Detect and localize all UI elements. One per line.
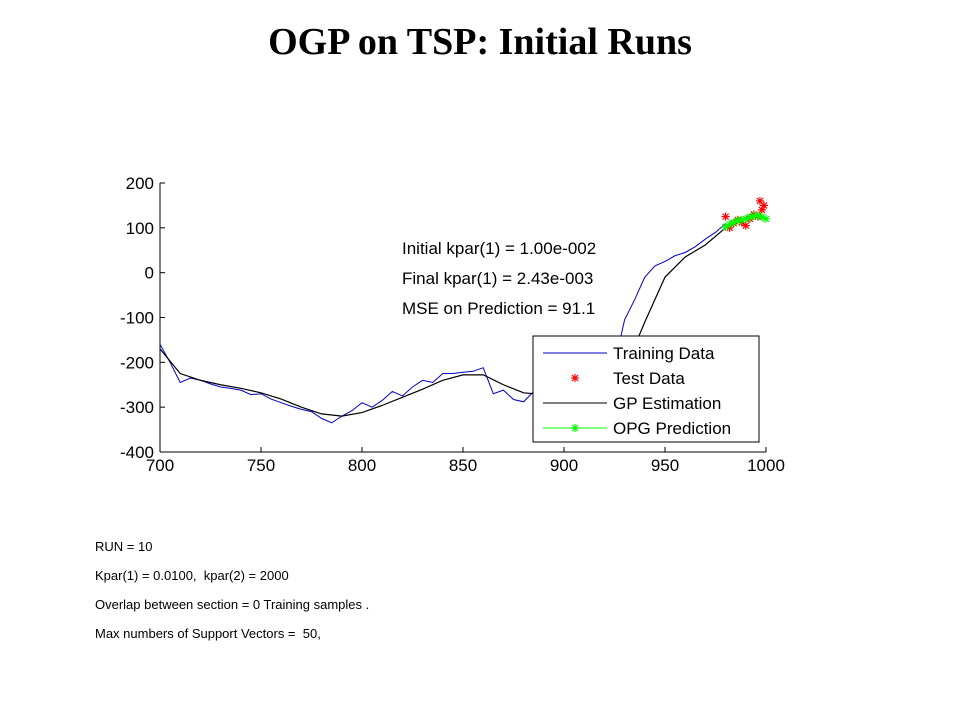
x-tick-label: 800: [348, 456, 376, 475]
run-parameters: RUN = 10 Kpar(1) = 0.0100, kpar(2) = 200…: [95, 538, 369, 654]
x-tick-label: 700: [146, 456, 174, 475]
series-opg-prediction: [721, 211, 770, 231]
star-stroke: [754, 211, 762, 219]
data-point: [762, 214, 770, 223]
kpar-note: Kpar(1) = 0.0100, kpar(2) = 2000: [95, 568, 289, 583]
legend-item: Training Data: [543, 344, 715, 363]
legend-item: OPG Prediction: [543, 419, 731, 438]
star-stroke: [722, 213, 730, 221]
data-point: [745, 213, 754, 222]
star-stroke: [738, 216, 746, 224]
data-point: [741, 221, 750, 230]
legend-label: OPG Prediction: [613, 419, 731, 438]
legend-item: GP Estimation: [543, 394, 721, 413]
data-point: [721, 222, 730, 231]
star-stroke: [750, 212, 758, 220]
x-tick-label: 1000: [747, 456, 785, 475]
annotation-text: MSE on Prediction = 91.1: [402, 299, 595, 318]
star-stroke: [571, 374, 579, 382]
x-tick-label: 950: [651, 456, 679, 475]
data-point: [749, 212, 758, 221]
star-stroke: [742, 222, 750, 230]
y-tick-label: -200: [120, 353, 154, 372]
slide-title: OGP on TSP: Initial Runs: [268, 21, 692, 63]
y-tick-label: 200: [126, 174, 154, 193]
star-stroke: [758, 213, 766, 221]
legend-box: [532, 335, 760, 443]
y-tick-label: 100: [126, 219, 154, 238]
run-note: RUN = 10: [95, 539, 153, 554]
x-tick-label: 850: [449, 456, 477, 475]
legend-label: Training Data: [613, 344, 715, 363]
series-line: [159, 222, 726, 424]
y-tick-label: -400: [120, 443, 154, 462]
legend-marker: [571, 374, 579, 382]
overlap-note: Overlap between section = 0 Training sam…: [95, 597, 370, 612]
legend-item: Test Data: [571, 369, 685, 388]
legend-label: Test Data: [613, 369, 685, 388]
y-tick-label: 0: [145, 264, 154, 283]
y-tick-label: -300: [120, 398, 154, 417]
annotation-text: Initial kpar(1) = 1.00e-002: [402, 239, 596, 258]
legend-label: GP Estimation: [613, 394, 721, 413]
annotation-text: Final kpar(1) = 2.43e-003: [402, 269, 593, 288]
star-stroke: [756, 197, 764, 205]
support-vectors-note: Max numbers of Support Vectors = 50,: [95, 626, 321, 641]
data-point: [759, 201, 768, 210]
series-training-data: [159, 222, 726, 424]
star-stroke: [722, 223, 730, 231]
star-stroke: [762, 215, 770, 223]
star-stroke: [746, 213, 754, 221]
star-stroke: [760, 201, 768, 209]
star-stroke: [734, 217, 742, 225]
y-tick-label: -100: [120, 309, 154, 328]
x-tick-label: 750: [247, 456, 275, 475]
star-stroke: [571, 424, 579, 432]
data-point: [721, 212, 730, 221]
x-tick-label: 900: [550, 456, 578, 475]
legend-marker: [571, 424, 579, 432]
